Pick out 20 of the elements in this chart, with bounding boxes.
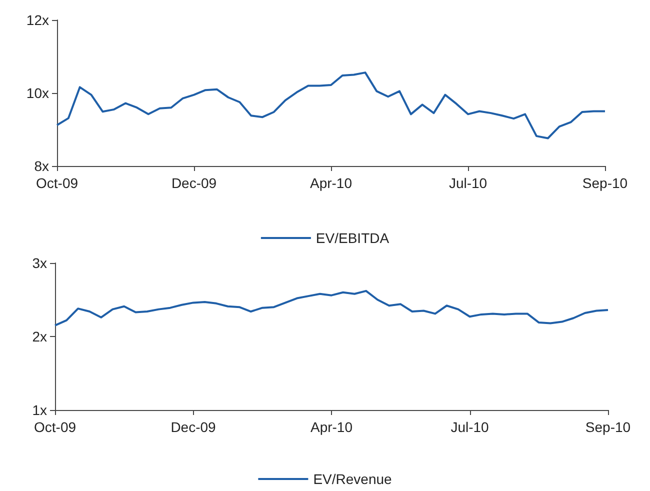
line-series	[56, 72, 606, 140]
y-tick-label: 2x	[32, 328, 47, 344]
y-tick-label: 8x	[34, 158, 49, 174]
x-tick-label: Sep-10	[585, 419, 631, 435]
legend-label: EV/Revenue	[313, 471, 392, 487]
x-tick-label: Jul-10	[450, 419, 490, 435]
x-tick-label: Dec-09	[170, 419, 216, 435]
x-tick-label: Oct-09	[34, 419, 76, 435]
x-tick-label: Dec-09	[171, 175, 217, 191]
y-tick-label: 1x	[32, 402, 47, 418]
x-tick-label: Apr-10	[310, 419, 353, 435]
y-tick-label: 3x	[32, 255, 47, 271]
legend-label: EV/EBITDA	[316, 230, 390, 246]
line-series	[54, 290, 609, 326]
y-tick-label: 10x	[26, 85, 49, 101]
y-tick-label: 12x	[26, 12, 49, 28]
x-tick-label: Sep-10	[582, 175, 628, 191]
x-tick-label: Jul-10	[448, 175, 488, 191]
x-tick-label: Apr-10	[310, 175, 352, 191]
x-tick-label: Oct-09	[36, 175, 78, 191]
